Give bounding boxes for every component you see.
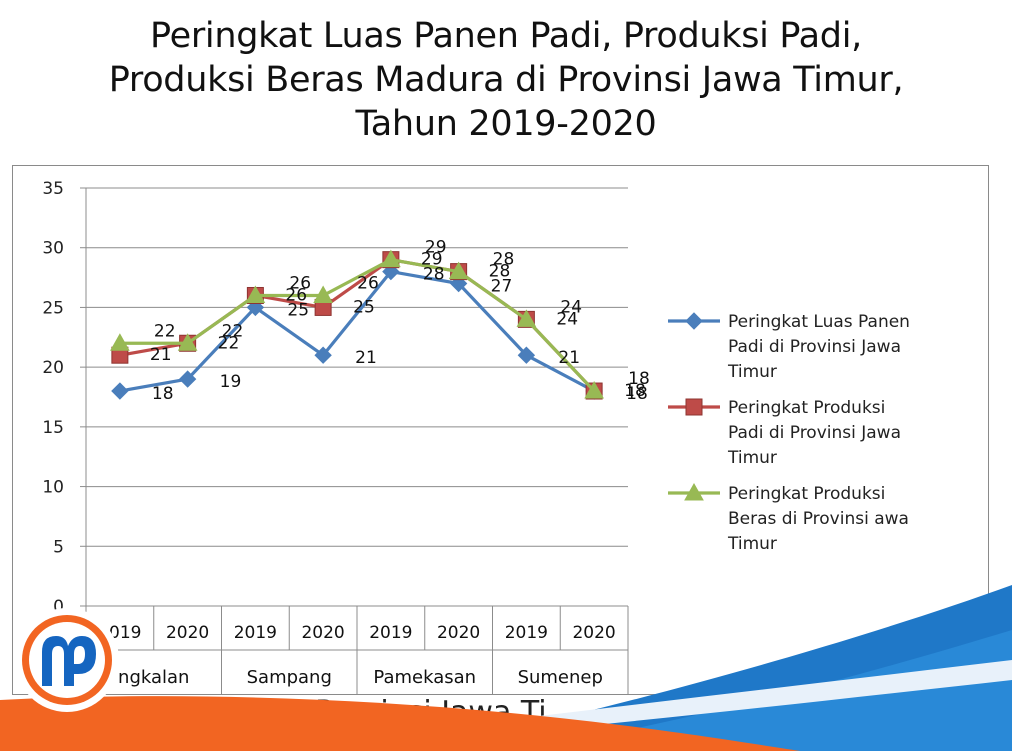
legend-label-series-2: Padi di Provinsi Jawa (728, 423, 901, 443)
series-3-data-label: 26 (357, 273, 379, 293)
series-2-data-label: 28 (489, 262, 511, 282)
series-2-data-label: 18 (624, 381, 646, 401)
y-tick-label: 30 (42, 239, 64, 259)
legend-label-series-1: Peringkat Luas Panen (728, 312, 910, 332)
line-chart: 0 5 10 15 20 25 30 35 2019 2020 2019 2020 2019 2020 20… (42, 179, 910, 694)
series-1-data-label: 27 (491, 277, 513, 297)
title-line-3: Tahun 2019-2020 (355, 104, 657, 144)
y-tick-label: 15 (42, 418, 64, 438)
legend-marker-series-2 (685, 398, 703, 416)
series-3-point (516, 309, 537, 327)
series-3-point (110, 333, 130, 351)
series-1-data-label: 21 (558, 348, 580, 368)
y-tick-label: 5 (53, 537, 64, 557)
series-3-point (313, 285, 333, 303)
series-3-data-label: 29 (425, 238, 447, 258)
legend-label-series-3: Timur (727, 534, 777, 554)
x-group-label: Sampang (247, 667, 332, 688)
title-line-2: Produksi Beras Madura di Provinsi Jawa T… (108, 60, 904, 100)
legend-label-series-3: Beras di Provinsi awa (728, 509, 909, 529)
legend-marker-series-3 (684, 482, 704, 501)
series-3-line (119, 257, 596, 393)
series-1-data-label: 25 (287, 300, 309, 320)
legend-label-series-2: Peringkat Produksi (728, 398, 885, 418)
y-tick-label: 25 (42, 298, 64, 318)
legend-marker-series-1 (685, 312, 703, 330)
series-1-point (178, 370, 197, 388)
y-tick-label: 35 (42, 179, 64, 199)
series-2-data-label: 26 (285, 285, 307, 305)
series-2-data-label: 29 (421, 250, 443, 270)
light-blue-wave (520, 630, 1012, 751)
legend-label-series-1: Timur (727, 362, 777, 382)
x-tick-label: 2020 (572, 623, 615, 643)
x-tick-label: 2019 (369, 623, 412, 643)
legend-label-series-1: Padi di Provinsi Jawa (728, 337, 901, 357)
series-2-data-label: 25 (353, 297, 375, 317)
series-3-point (245, 285, 266, 303)
series-3-data-label: 22 (154, 321, 176, 341)
y-tick-label: 20 (42, 358, 64, 378)
series-1-data-label: 21 (355, 348, 377, 368)
series-3-data-label: 26 (289, 273, 311, 293)
chart-area: 0 5 10 15 20 25 30 35 2019 2020 2019 2020 2019 2020 20… (12, 165, 989, 695)
x-group-label: Sumenep (518, 667, 603, 688)
series-1-data-label: 18 (152, 384, 174, 404)
y-tick-label: 0 (53, 597, 64, 617)
legend-label-series-2: Timur (727, 448, 777, 468)
x-group-label: Pamekasan (373, 667, 476, 688)
series-3-point (584, 381, 604, 399)
x-tick-label: 2019 (234, 623, 277, 643)
series-1-line (119, 269, 595, 393)
series-3-data-label: 22 (222, 321, 244, 341)
y-tick-label: 10 (42, 478, 64, 498)
legend-label-series-3: Peringkat Produksi (728, 484, 885, 504)
series-3-data-label: 28 (493, 250, 515, 270)
series-2-data-label: 22 (218, 333, 240, 353)
brand-logo-icon (15, 608, 119, 712)
series-1-point (314, 346, 332, 364)
series-3-data-label: 24 (560, 297, 582, 317)
series-1-data-label: 18 (626, 384, 648, 404)
orange-wave (0, 696, 800, 751)
series-3-point (448, 261, 469, 280)
x-tick-label: 2020 (437, 623, 480, 643)
x-tick-label: 2020 (301, 623, 344, 643)
chart-title: Peringkat Luas Panen Padi, Produksi Padi… (0, 14, 1012, 146)
series-1-point (111, 382, 129, 400)
title-line-1: Peringkat Luas Panen Padi, Produksi Padi… (150, 16, 862, 56)
series-2-data-label: 24 (556, 309, 578, 329)
series-3-point (381, 249, 401, 268)
series-1-data-label: 28 (423, 265, 445, 285)
x-tick-label: 2020 (166, 623, 209, 643)
series-2-data-label: 21 (150, 345, 172, 365)
x-tick-label: 2019 (505, 623, 548, 643)
series-3-point (177, 333, 198, 351)
series-1-point (517, 346, 536, 364)
series-1-data-label: 19 (220, 372, 242, 392)
x-group-label: ngkalan (118, 667, 189, 688)
series-3-data-label: 18 (628, 369, 650, 389)
